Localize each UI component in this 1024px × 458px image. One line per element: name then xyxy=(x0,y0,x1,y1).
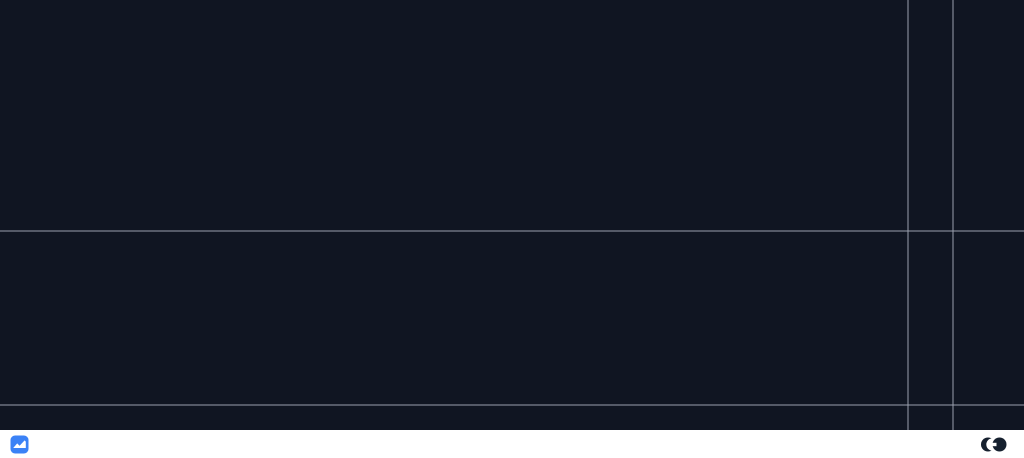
cryptoquant-logo-icon xyxy=(981,437,1007,451)
ratio-scale[interactable] xyxy=(908,0,953,405)
price-scale[interactable] xyxy=(953,0,1024,405)
cryptoquant-brand[interactable] xyxy=(981,436,1014,453)
attribution-bar xyxy=(0,430,1024,458)
indicator-pane[interactable] xyxy=(0,231,908,405)
chart-canvas xyxy=(0,0,1024,430)
tradingview-logo-icon xyxy=(10,435,29,453)
price-pane[interactable] xyxy=(0,0,908,231)
chart-area xyxy=(0,0,1024,430)
tradingview-brand[interactable] xyxy=(10,435,36,454)
time-scale[interactable] xyxy=(0,405,908,430)
